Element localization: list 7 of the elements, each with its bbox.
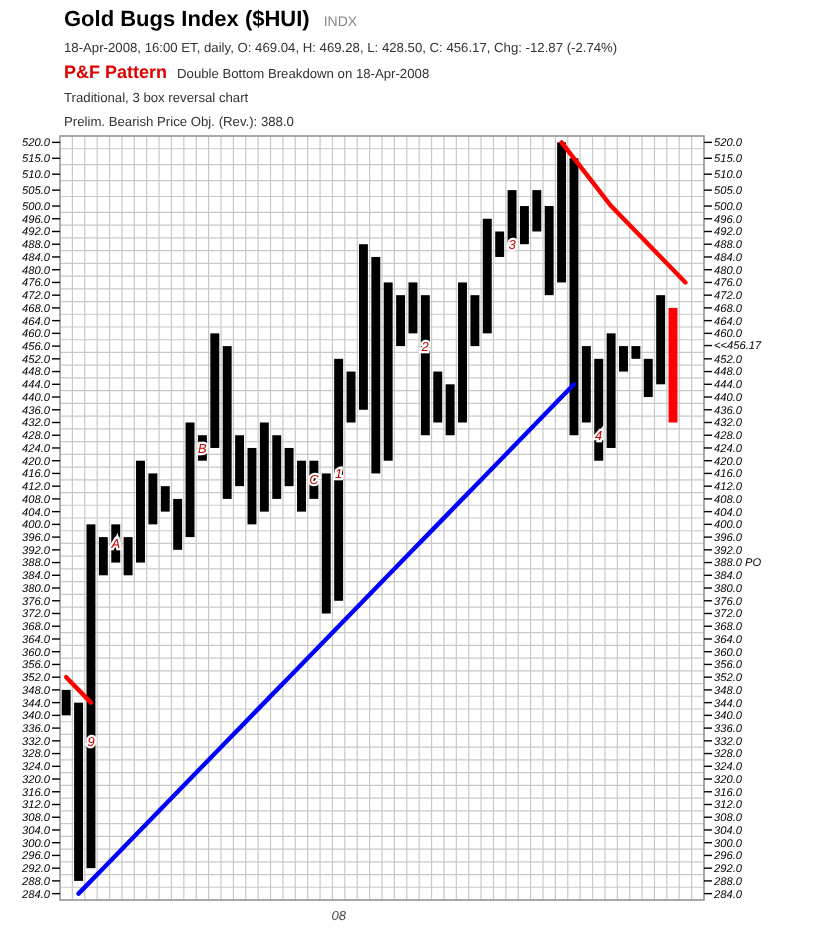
chart-title: Gold Bugs Index ($HUI) xyxy=(64,8,311,32)
bar xyxy=(346,371,356,423)
bar xyxy=(668,307,678,423)
line-series xyxy=(559,140,688,285)
line-series xyxy=(76,382,577,896)
text: P&F Pattern xyxy=(64,62,168,82)
bar xyxy=(408,282,418,334)
